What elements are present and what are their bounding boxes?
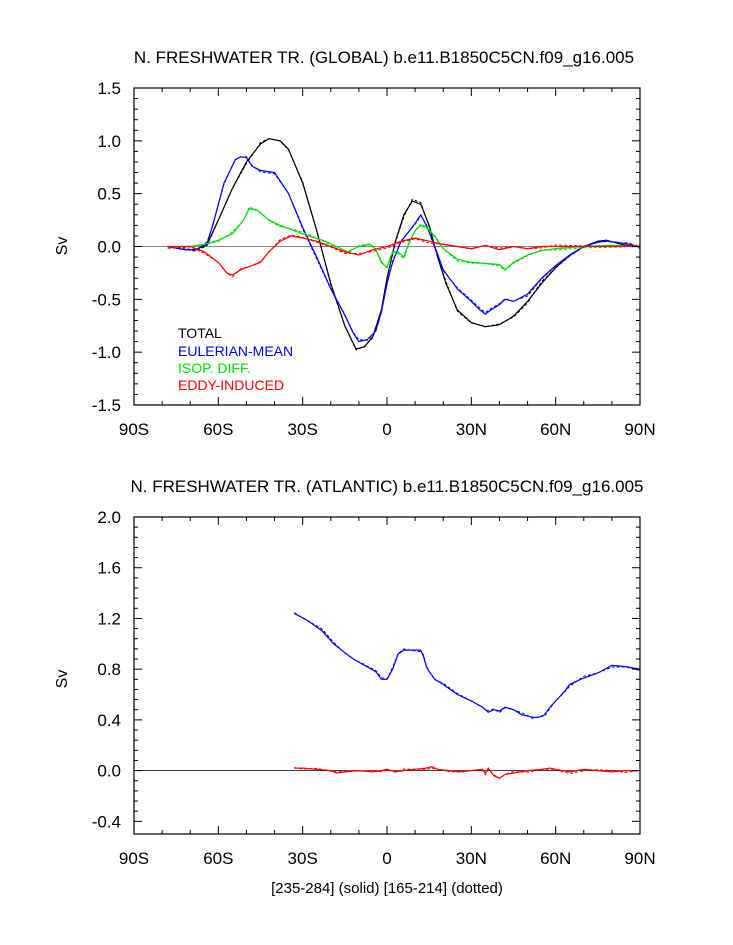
series-line-isop-diff-solid — [167, 207, 641, 271]
x-tick-label: 90S — [119, 849, 149, 868]
legend-entry-total: TOTAL — [178, 325, 222, 341]
series-line-eulerian-mean-dotted — [167, 156, 641, 341]
legend: TOTAL EULERIAN-MEAN ISOP. DIFF. EDDY-IND… — [178, 325, 293, 393]
y-tick-label: 0.4 — [97, 711, 121, 730]
series-line-eddy-induced-dotted — [167, 234, 641, 278]
x-tick-label: 0 — [382, 420, 391, 439]
series-layer — [293, 612, 641, 780]
x-tick-label: 0 — [382, 849, 391, 868]
series-layer — [167, 137, 641, 351]
x-tick-label: 30S — [288, 849, 318, 868]
atlantic-chart: N. FRESHWATER TR. (ATLANTIC) b.e11.B1850… — [54, 477, 656, 897]
y-tick-label: 1.2 — [97, 609, 121, 628]
y-tick-label: 0.0 — [97, 762, 121, 781]
series-line-total-solid — [167, 138, 641, 350]
x-tick-label: 30N — [456, 420, 487, 439]
y-tick-label: -1.5 — [92, 396, 121, 415]
chart-title: N. FRESHWATER TR. (GLOBAL) b.e11.B1850C5… — [134, 48, 634, 67]
x-tick-label: 60S — [203, 849, 233, 868]
y-tick-label: -0.4 — [92, 812, 121, 831]
global-chart: N. FRESHWATER TR. (GLOBAL) b.e11.B1850C5… — [54, 48, 656, 439]
y-axis-label: Sv — [54, 237, 71, 256]
y-tick-label: 0.5 — [97, 185, 121, 204]
ticks-layer: 90S 60S 30S 0 30N 60N 90N -0.4 0.0 0.4 0.8 1.2 1.6 2.… — [92, 508, 656, 868]
x-axis-label: [235-284] (solid) [165-214] (dotted) — [271, 880, 503, 897]
series-line-eddy-induced-dotted — [294, 767, 641, 780]
x-tick-label: 60N — [540, 849, 571, 868]
x-tick-label: 90S — [119, 420, 149, 439]
legend-entry-isop-diff: ISOP. DIFF. — [178, 360, 251, 376]
y-tick-label: -0.5 — [92, 290, 121, 309]
y-tick-label: 1.6 — [97, 559, 121, 578]
series-line-eulerian-mean-dotted — [293, 612, 641, 720]
series-line-isop-diff-dotted — [167, 206, 641, 271]
x-tick-label: 90N — [624, 849, 655, 868]
legend-entry-eddy-induced: EDDY-INDUCED — [178, 377, 284, 393]
ticks-layer: 90S 60S 30S 0 30N 60N 90N -1.5 -1.0 -0.5 0.0 0.5 1.0… — [92, 79, 656, 439]
x-tick-label: 60S — [203, 420, 233, 439]
y-tick-label: -1.0 — [92, 343, 121, 362]
y-tick-label: 0.0 — [97, 238, 121, 257]
y-tick-label: 1.0 — [97, 132, 121, 151]
x-tick-label: 30N — [456, 849, 487, 868]
chart-title: N. FRESHWATER TR. (ATLANTIC) b.e11.B1850… — [130, 477, 643, 496]
y-tick-label: 0.8 — [97, 660, 121, 679]
x-tick-label: 30S — [288, 420, 318, 439]
series-line-total-dotted — [167, 137, 641, 351]
series-line-eulerian-mean-solid — [293, 612, 641, 718]
y-axis-label: Sv — [54, 670, 71, 689]
y-tick-label: 2.0 — [97, 508, 121, 527]
x-tick-label: 60N — [540, 420, 571, 439]
y-tick-label: 1.5 — [97, 79, 121, 98]
x-tick-label: 90N — [624, 420, 655, 439]
plot-frame — [133, 516, 641, 835]
legend-entry-eulerian-mean: EULERIAN-MEAN — [178, 343, 293, 359]
series-line-eddy-induced-solid — [294, 766, 640, 779]
